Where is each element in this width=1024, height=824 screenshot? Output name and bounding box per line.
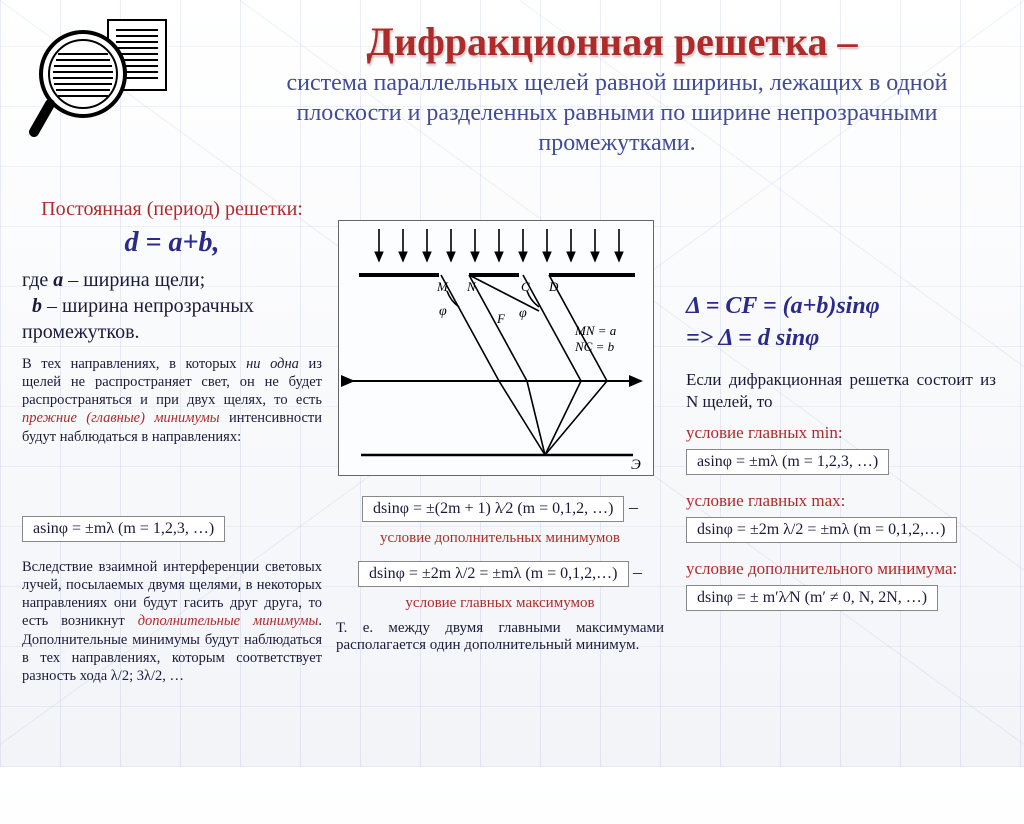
left-paragraph-2: Вследствие взаимной интерференции светов… xyxy=(22,558,322,685)
p1b: ни одна xyxy=(246,356,299,372)
label-add-min: условие дополнительного минимума: xyxy=(686,559,996,579)
def-a-var: a xyxy=(53,269,63,291)
formula-add-min-box: dsinφ = ± m′λ⁄N (m′ ≠ 0, N, 2N, …) xyxy=(686,585,938,611)
label-addmin: условие дополнительных минимумов xyxy=(330,530,670,547)
period-definitions: где a – ширина щели; b – ширина непрозра… xyxy=(22,267,322,345)
svg-text:Э: Э xyxy=(631,457,641,473)
left-paragraph-1: В тех направлениях, в которых ни одна из… xyxy=(22,355,322,446)
formula-dsin-halflambda-box: dsinφ = ±(2m + 1) λ⁄2 (m = 0,1,2, …) xyxy=(362,496,624,522)
def-b-var: b xyxy=(32,295,42,317)
period-formula: d = a+b, xyxy=(22,227,322,259)
svg-text:φ: φ xyxy=(519,306,527,321)
right-intro-text: Если дифракционная решетка состоит из N … xyxy=(686,369,996,413)
formula-main-max-box: dsinφ = ±2m λ/2 = ±mλ (m = 0,1,2,…) xyxy=(686,517,957,543)
mid-note: Т. е. между двумя главными максимумами р… xyxy=(330,620,670,654)
delta-formula-2: => Δ = d sinφ xyxy=(686,322,996,354)
formula-asin-box: asinφ = ±mλ (m = 1,2,3, …) xyxy=(22,516,225,542)
page-title: Дифракционная решетка – xyxy=(230,18,994,65)
left-column: Постоянная (период) решетки: d = a+b, гд… xyxy=(22,198,322,446)
formula-dsin-main-box: dsinφ = ±2m λ/2 = ±mλ (m = 0,1,2,…) xyxy=(358,561,629,587)
middle-column: dsinφ = ±(2m + 1) λ⁄2 (m = 0,1,2, …) – у… xyxy=(330,490,670,654)
p1d: прежние (главные) минимумы xyxy=(22,410,220,426)
period-heading: Постоянная (период) решетки: xyxy=(22,198,322,221)
label-main-max: условие главных max: xyxy=(686,491,996,511)
svg-text:MN = a: MN = a xyxy=(574,323,617,338)
def-a-pre: где xyxy=(22,269,53,291)
right-column: Δ = CF = (a+b)sinφ => Δ = d sinφ Если ди… xyxy=(686,290,996,617)
p2b: дополнительные минимумы xyxy=(138,613,319,629)
svg-text:F: F xyxy=(496,311,506,326)
left-column-lower: asinφ = ±mλ (m = 1,2,3, …) Вследствие вз… xyxy=(22,510,322,685)
p1a: В тех направлениях, в которых xyxy=(22,356,246,372)
label-main-min: условие главных min: xyxy=(686,423,996,443)
dash-2: – xyxy=(629,562,643,582)
def-b-post: – ширина непрозрачных промежутков. xyxy=(22,295,254,343)
def-a-post: – ширина щели; xyxy=(63,269,205,291)
svg-text:NC = b: NC = b xyxy=(574,339,615,354)
title-text: Дифракционная решетка – xyxy=(230,18,994,65)
subtitle-text: система параллельных щелей равной ширины… xyxy=(250,68,984,158)
svg-text:φ: φ xyxy=(439,304,447,319)
dash-1: – xyxy=(624,497,638,517)
formula-main-min-box: asinφ = ±mλ (m = 1,2,3, …) xyxy=(686,449,889,475)
diffraction-diagram: M N C D F φ φ xyxy=(338,220,654,476)
delta-formula-1: Δ = CF = (a+b)sinφ xyxy=(686,290,996,322)
label-mainmax: условие главных максимумов xyxy=(330,595,670,612)
magnifier-over-grating-icon xyxy=(28,14,178,144)
